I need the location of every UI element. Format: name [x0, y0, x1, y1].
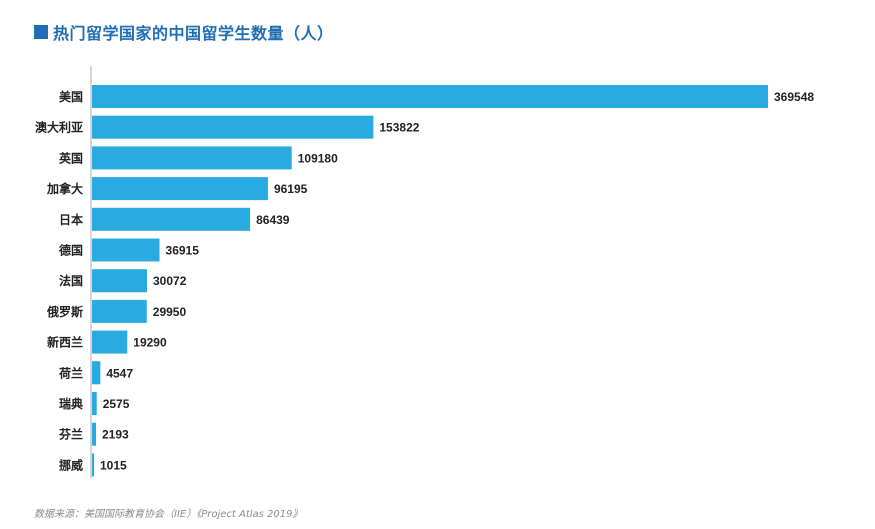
bar [92, 453, 94, 477]
category-label: 挪威 [59, 457, 83, 472]
data-label: 2575 [103, 397, 130, 411]
data-label: 1015 [100, 458, 127, 472]
category-label: 日本 [59, 212, 83, 227]
category-label: 澳大利亚 [35, 120, 83, 135]
title-square-icon [34, 25, 48, 39]
bar [92, 207, 251, 231]
source-note: 数据来源：美国国际教育协会（IIE）《Project Atlas 2019》 [34, 509, 303, 520]
category-label: 德国 [59, 243, 83, 258]
bar [92, 330, 128, 354]
data-label: 369548 [774, 90, 814, 104]
data-label: 86439 [256, 213, 290, 227]
data-label: 4547 [106, 366, 133, 380]
chart-title: 热门留学国家的中国留学生数量（人） [53, 24, 334, 43]
category-label: 新西兰 [47, 335, 83, 350]
bar [92, 361, 101, 385]
category-label: 瑞典 [59, 396, 83, 411]
bar [92, 269, 148, 293]
bar [92, 146, 292, 170]
category-label: 俄罗斯 [46, 304, 83, 319]
category-label: 芬兰 [58, 427, 83, 442]
chart-title-block: 热门留学国家的中国留学生数量（人） [34, 20, 334, 44]
data-label: 19290 [133, 336, 167, 350]
category-label: 法国 [59, 273, 83, 288]
bar [92, 177, 268, 201]
data-label: 30072 [153, 274, 187, 288]
bar [92, 299, 147, 323]
data-label: 36915 [166, 244, 200, 258]
category-label: 荷兰 [58, 365, 83, 380]
bar [92, 238, 160, 262]
data-label: 2193 [102, 428, 129, 442]
category-label: 英国 [59, 150, 83, 165]
bar [92, 85, 768, 108]
bar [92, 392, 97, 415]
category-label: 美国 [59, 89, 83, 104]
data-label: 96195 [274, 182, 308, 196]
bar [92, 422, 97, 446]
data-label: 29950 [153, 305, 187, 319]
data-label: 153822 [379, 121, 419, 135]
category-label: 加拿大 [46, 181, 83, 196]
data-label: 109180 [298, 151, 338, 165]
bar [92, 115, 374, 139]
